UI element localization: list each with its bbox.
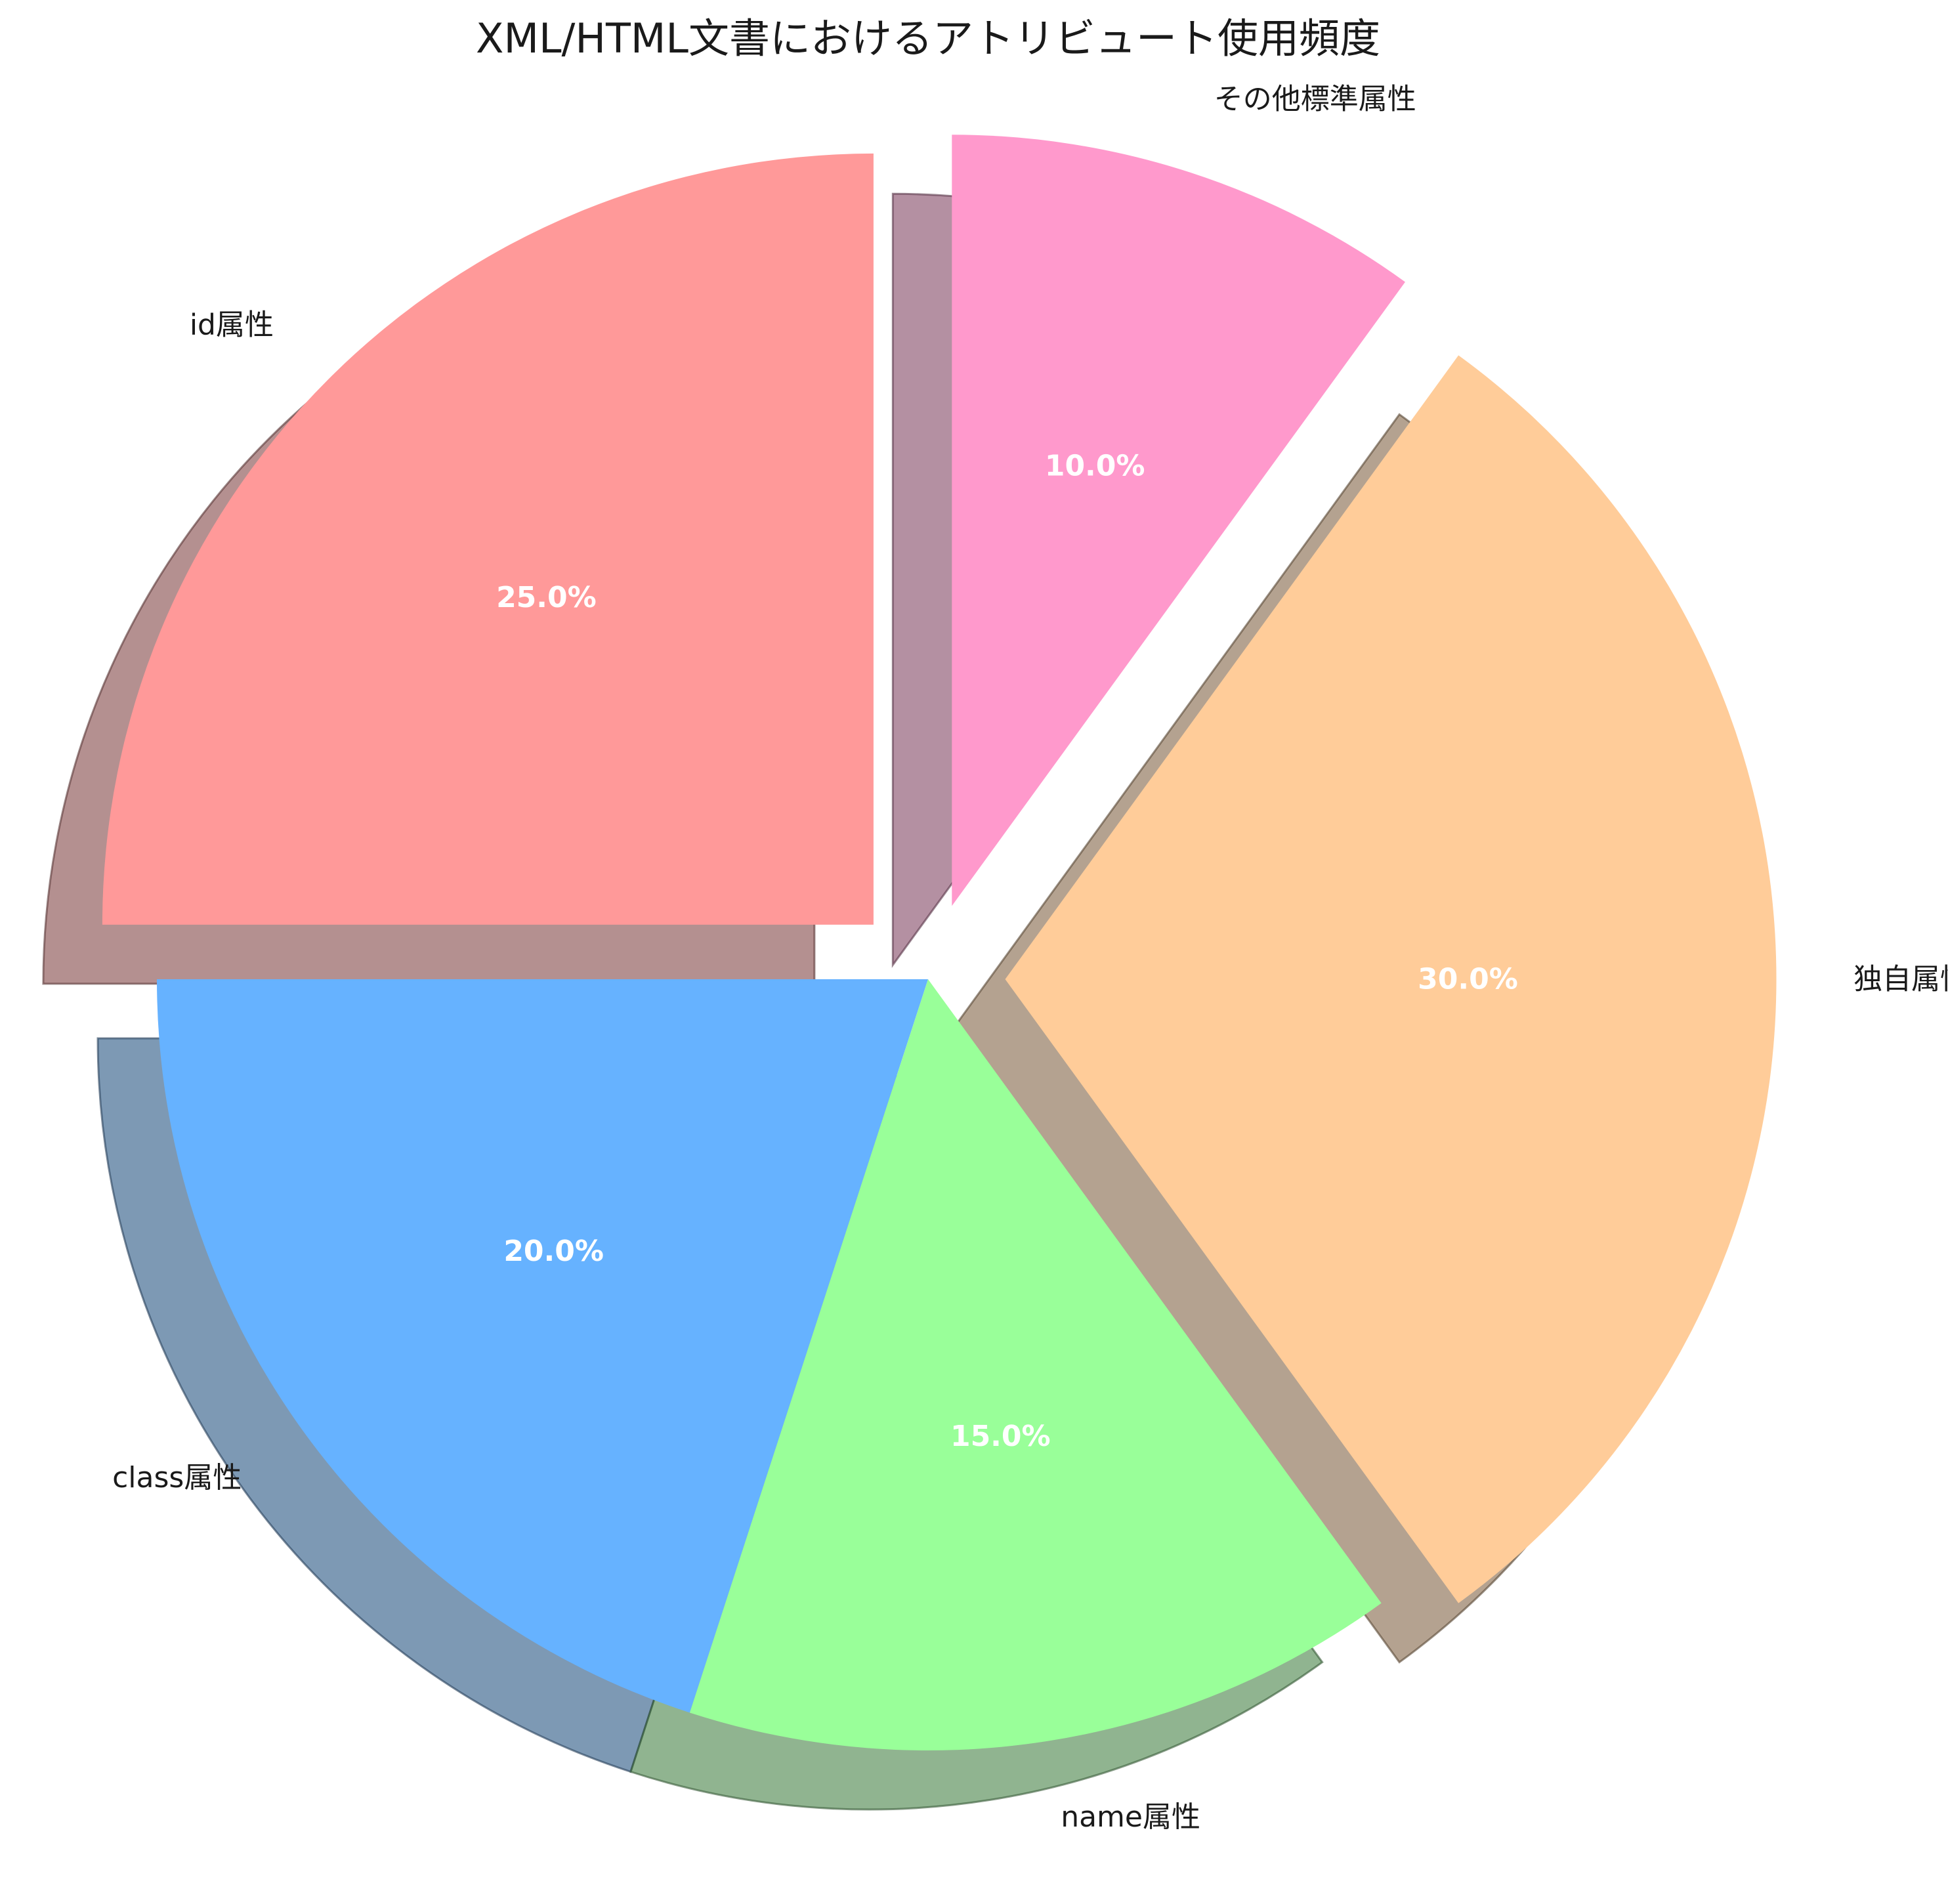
slice-5-percent-label: 10.0% xyxy=(1045,449,1145,482)
pie-slices xyxy=(102,135,1777,1750)
slice-4-wedge xyxy=(1005,355,1777,1603)
slice-4-category-label: 独自属性 xyxy=(1853,963,1948,996)
slice-2-wedge xyxy=(157,979,928,1713)
slice-1-wedge xyxy=(102,153,874,925)
slice-labels: id属性 class属性 name属性 独自属性 その他標準属性 xyxy=(112,83,1948,1834)
slice-4-percent-label: 30.0% xyxy=(1418,963,1518,996)
slice-3-category-label: name属性 xyxy=(1061,1800,1200,1834)
slice-3-wedge xyxy=(689,979,1382,1750)
slice-5-category-label: その他標準属性 xyxy=(1214,83,1416,116)
slice-1-percent-label: 25.0% xyxy=(496,581,597,614)
chart-title: XML/HTML文書におけるアトリビュート使用頻度 xyxy=(476,14,1380,62)
percentage-labels: 25.0% 20.0% 15.0% 30.0% 10.0% xyxy=(496,449,1518,1453)
slice-5-wedge xyxy=(952,135,1405,906)
slice-3-percent-label: 15.0% xyxy=(950,1420,1051,1453)
slice-2-percent-label: 20.0% xyxy=(503,1235,604,1268)
slice-2-category-label: class属性 xyxy=(112,1461,242,1494)
slice-1-category-label: id属性 xyxy=(190,308,274,341)
